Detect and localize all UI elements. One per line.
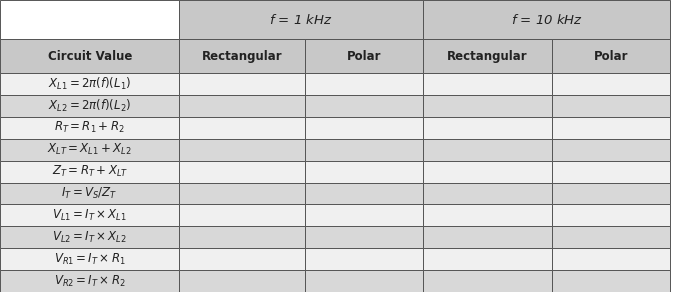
- Text: $I_T = V_S / Z_T$: $I_T = V_S / Z_T$: [62, 186, 118, 201]
- Bar: [305, 248, 423, 270]
- Text: Rectangular: Rectangular: [202, 50, 282, 63]
- Bar: [423, 117, 552, 139]
- Text: $X_{LT} = X_{L1} + X_{L2}$: $X_{LT} = X_{L1} + X_{L2}$: [47, 142, 132, 157]
- Bar: [552, 204, 670, 226]
- Bar: [423, 248, 552, 270]
- Bar: [179, 0, 423, 39]
- Bar: [305, 161, 423, 182]
- Bar: [552, 161, 670, 182]
- Bar: [423, 161, 552, 182]
- Text: Rectangular: Rectangular: [447, 50, 528, 63]
- Text: $R_T = R_1 + R_2$: $R_T = R_1 + R_2$: [54, 120, 125, 135]
- Bar: [0, 226, 179, 248]
- Bar: [552, 270, 670, 292]
- Bar: [305, 39, 423, 73]
- Bar: [552, 95, 670, 117]
- Text: $X_{L2} = 2\pi(f)(L_2)$: $X_{L2} = 2\pi(f)(L_2)$: [48, 98, 131, 114]
- Bar: [423, 0, 670, 39]
- Bar: [423, 39, 552, 73]
- Bar: [552, 139, 670, 161]
- Bar: [552, 117, 670, 139]
- Text: $f$ = 10 kHz: $f$ = 10 kHz: [510, 13, 583, 27]
- Bar: [0, 39, 179, 73]
- Bar: [552, 39, 670, 73]
- Bar: [423, 270, 552, 292]
- Text: Polar: Polar: [347, 50, 381, 63]
- Bar: [0, 204, 179, 226]
- Text: $V_{R2} = I_T \times R_2$: $V_{R2} = I_T \times R_2$: [54, 274, 125, 288]
- Bar: [0, 270, 179, 292]
- Bar: [552, 73, 670, 95]
- Bar: [305, 270, 423, 292]
- Bar: [552, 226, 670, 248]
- Bar: [179, 117, 305, 139]
- Text: $V_{L2} = I_T \times X_{L2}$: $V_{L2} = I_T \times X_{L2}$: [52, 230, 127, 245]
- Bar: [423, 226, 552, 248]
- Bar: [179, 95, 305, 117]
- Bar: [552, 248, 670, 270]
- Bar: [179, 204, 305, 226]
- Bar: [179, 39, 305, 73]
- Text: Polar: Polar: [594, 50, 628, 63]
- Bar: [179, 139, 305, 161]
- Bar: [0, 139, 179, 161]
- Text: $V_{R1} = I_T \times R_1$: $V_{R1} = I_T \times R_1$: [54, 252, 125, 267]
- Bar: [552, 182, 670, 204]
- Text: $V_{L1} = I_T \times X_{L1}$: $V_{L1} = I_T \times X_{L1}$: [52, 208, 127, 223]
- Bar: [305, 95, 423, 117]
- Bar: [0, 73, 179, 95]
- Bar: [0, 248, 179, 270]
- Bar: [423, 139, 552, 161]
- Bar: [423, 182, 552, 204]
- Text: $X_{L1} = 2\pi(f)(L_1)$: $X_{L1} = 2\pi(f)(L_1)$: [48, 76, 131, 92]
- Bar: [0, 161, 179, 182]
- Bar: [305, 73, 423, 95]
- Bar: [179, 161, 305, 182]
- Text: $f$ = 1 kHz: $f$ = 1 kHz: [269, 13, 333, 27]
- Bar: [179, 73, 305, 95]
- Bar: [305, 204, 423, 226]
- Bar: [179, 270, 305, 292]
- Bar: [423, 95, 552, 117]
- Bar: [305, 139, 423, 161]
- Bar: [179, 182, 305, 204]
- Bar: [0, 117, 179, 139]
- Bar: [423, 204, 552, 226]
- Bar: [305, 226, 423, 248]
- Bar: [305, 182, 423, 204]
- Bar: [0, 0, 179, 39]
- Bar: [305, 117, 423, 139]
- Text: $Z_T = R_T + X_{LT}$: $Z_T = R_T + X_{LT}$: [51, 164, 128, 179]
- Text: Circuit Value: Circuit Value: [47, 50, 132, 63]
- Bar: [0, 182, 179, 204]
- Bar: [0, 95, 179, 117]
- Bar: [423, 73, 552, 95]
- Bar: [179, 226, 305, 248]
- Bar: [179, 248, 305, 270]
